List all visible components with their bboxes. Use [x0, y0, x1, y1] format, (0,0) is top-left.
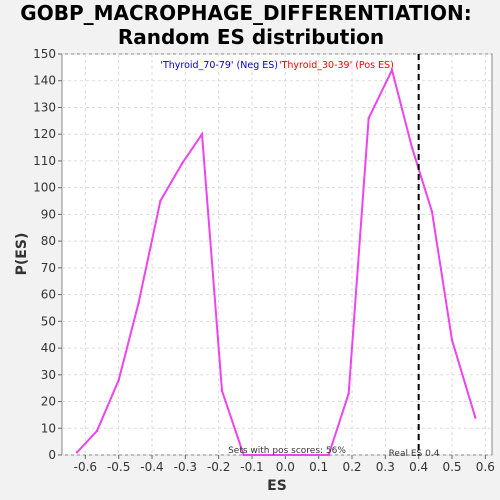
y-tick-label: 130 [33, 100, 56, 114]
y-tick-label: 70 [41, 261, 56, 275]
es-data-point [264, 453, 267, 457]
grid-lines [62, 53, 492, 456]
x-tick-label: 0.6 [476, 460, 495, 474]
es-data-point [117, 378, 120, 382]
es-data-point [180, 162, 184, 165]
chart-title-line1: GOBP_MACROPHAGE_DIFFERENTIATION: [20, 1, 471, 25]
es-data-point [347, 392, 350, 395]
x-axis-label: ES [267, 478, 287, 494]
y-axis-label: P(ES) [14, 233, 30, 276]
y-axis: 0 10 20 30 40 50 60 70 80 90 100 110 120 130 140 150 [33, 47, 62, 462]
es-distribution-points [75, 68, 477, 457]
es-data-point [242, 453, 245, 457]
es-data-point [450, 338, 454, 342]
x-tick-label: -0.2 [207, 460, 230, 474]
x-tick-label: 0.2 [342, 460, 361, 474]
y-tick-label: 140 [33, 74, 56, 88]
real-es-annotation: Real ES 0.4 [389, 449, 440, 459]
es-data-point [75, 451, 79, 454]
es-data-point [200, 133, 204, 136]
y-tick-label: 90 [41, 207, 56, 221]
legend-pos-es: 'Thyroid_30-39' (Pos ES) [279, 60, 394, 71]
y-tick-label: 40 [41, 341, 56, 355]
pos-scores-annotation: Sets with pos scores: 56% [228, 446, 346, 456]
x-tick-label: -0.5 [107, 460, 130, 474]
es-data-point [474, 416, 477, 419]
es-data-point [95, 429, 99, 433]
es-data-point [327, 453, 330, 457]
x-tick-label: 0.3 [376, 460, 395, 474]
x-tick-label: -0.1 [240, 460, 263, 474]
es-data-point [159, 199, 162, 203]
y-tick-label: 20 [41, 395, 56, 409]
plot-area [61, 53, 493, 456]
legend-neg-es: 'Thyroid_70-79' (Neg ES) [160, 60, 278, 71]
es-data-point [220, 389, 224, 393]
es-data-point [304, 453, 307, 457]
y-tick-label: 60 [41, 288, 56, 302]
y-tick-label: 10 [41, 421, 56, 435]
x-tick-label: -0.4 [140, 460, 163, 474]
x-tick-label: 0.4 [409, 460, 428, 474]
x-tick-label: 0.5 [442, 460, 461, 474]
x-axis: -0.6 -0.5 -0.4 -0.3 -0.2 -0.1 0.0 0.1 0.2 0.3 0.4 0… [74, 455, 495, 474]
y-tick-label: 50 [41, 314, 56, 328]
y-tick-label: 30 [41, 368, 56, 382]
y-tick-label: 110 [33, 154, 56, 168]
es-data-point [410, 146, 414, 149]
es-data-point [390, 68, 394, 72]
y-tick-label: 0 [48, 448, 56, 462]
x-tick-label: 0.1 [309, 460, 328, 474]
es-distribution-line [76, 67, 477, 456]
es-data-point [284, 453, 287, 457]
y-tick-label: 100 [33, 181, 56, 195]
y-tick-label: 120 [33, 127, 56, 141]
es-data-point [367, 116, 370, 120]
x-tick-label: -0.6 [74, 460, 97, 474]
x-tick-label: 0.0 [276, 460, 295, 474]
y-tick-label: 80 [41, 234, 56, 248]
es-data-point [137, 301, 140, 304]
y-tick-label: 150 [33, 47, 56, 61]
es-data-point [430, 210, 434, 213]
chart-title-line2: Random ES distribution [118, 25, 384, 49]
x-tick-label: -0.3 [174, 460, 197, 474]
